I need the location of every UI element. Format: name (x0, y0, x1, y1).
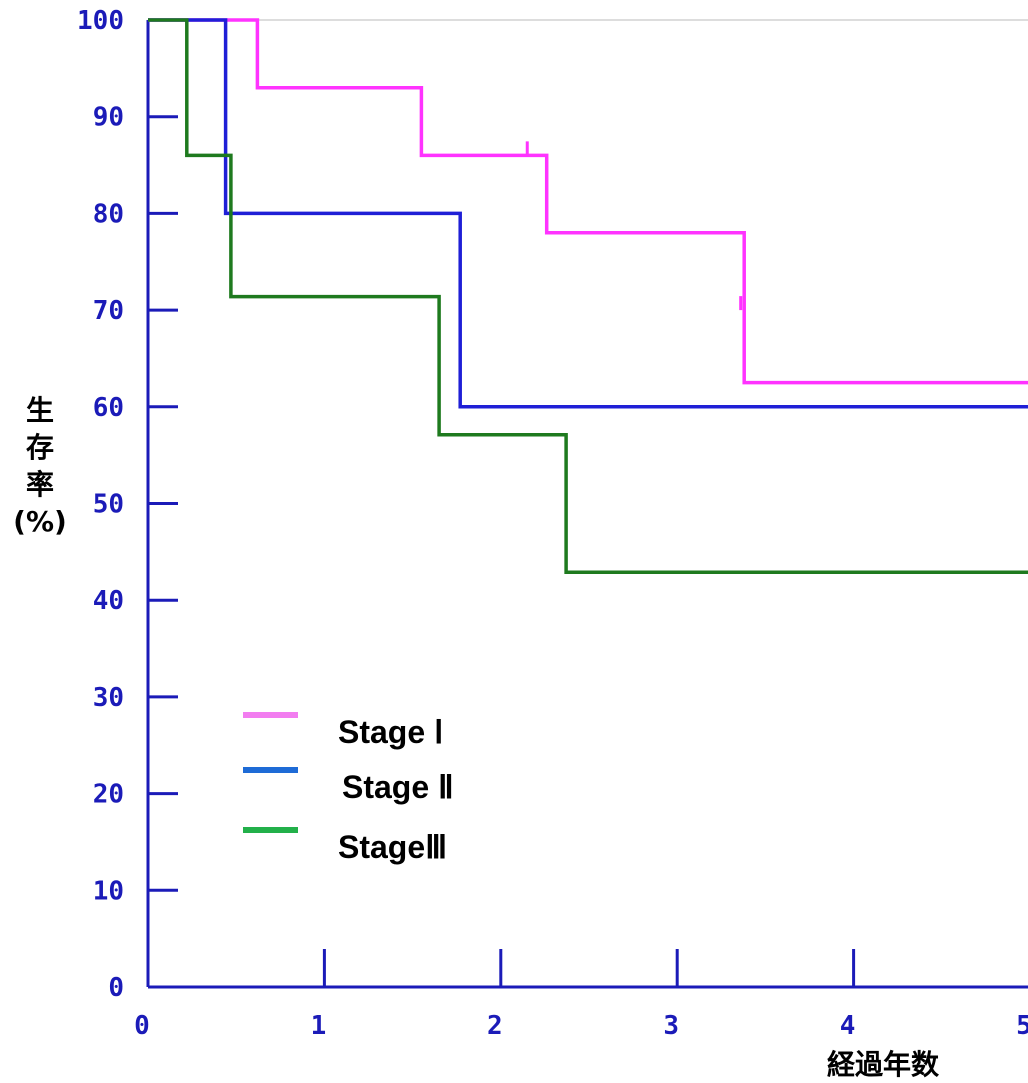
y-tick-label-20: 20 (93, 780, 124, 810)
x-tick-label-0: 0 (134, 1011, 150, 1041)
series-line-3 (148, 18, 1028, 574)
y-tick-label-50: 50 (93, 490, 124, 520)
series-group (148, 18, 1028, 574)
x-tick-label-2: 2 (487, 1011, 503, 1041)
y-tick-label-0: 0 (108, 973, 124, 1003)
y-axis-title: 生存率 (%) (13, 394, 67, 538)
y-axis-title-part-4: (%) (13, 505, 67, 538)
axes (146, 19, 1028, 989)
legend-label-1: Stage Ⅰ (338, 714, 443, 750)
x-tick-label-4: 4 (840, 1011, 856, 1041)
y-axis-title-part-1: 生 (26, 394, 54, 427)
y-axis-title-part-3: 率 (26, 468, 54, 501)
y-tick-label-60: 60 (93, 393, 124, 423)
y-tick-label-40: 40 (93, 586, 124, 616)
ticks: 0 10 20 30 40 50 60 70 80 90 100 0 1 2 3 4 5 (77, 6, 1028, 1041)
legend-label-3: StageⅢ (338, 829, 447, 865)
x-tick-label-1: 1 (311, 1011, 327, 1041)
series-line-1 (148, 18, 1028, 385)
y-tick-label-30: 30 (93, 683, 124, 713)
x-axis-title: 経過年数 (827, 1048, 940, 1081)
legend-label-2: Stage Ⅱ (342, 769, 454, 805)
x-tick-label-5: 5 (1016, 1011, 1028, 1041)
series-line-2 (148, 18, 1028, 409)
legend: Stage Ⅰ Stage Ⅱ StageⅢ (243, 712, 454, 865)
y-tick-label-90: 90 (93, 103, 124, 133)
y-axis-title-part-2: 存 (26, 431, 54, 464)
y-tick-label-80: 80 (93, 199, 124, 229)
y-tick-label-70: 70 (93, 296, 124, 326)
y-tick-label-10: 10 (93, 876, 124, 906)
x-tick-label-3: 3 (663, 1011, 679, 1041)
y-tick-label-100: 100 (77, 6, 124, 36)
